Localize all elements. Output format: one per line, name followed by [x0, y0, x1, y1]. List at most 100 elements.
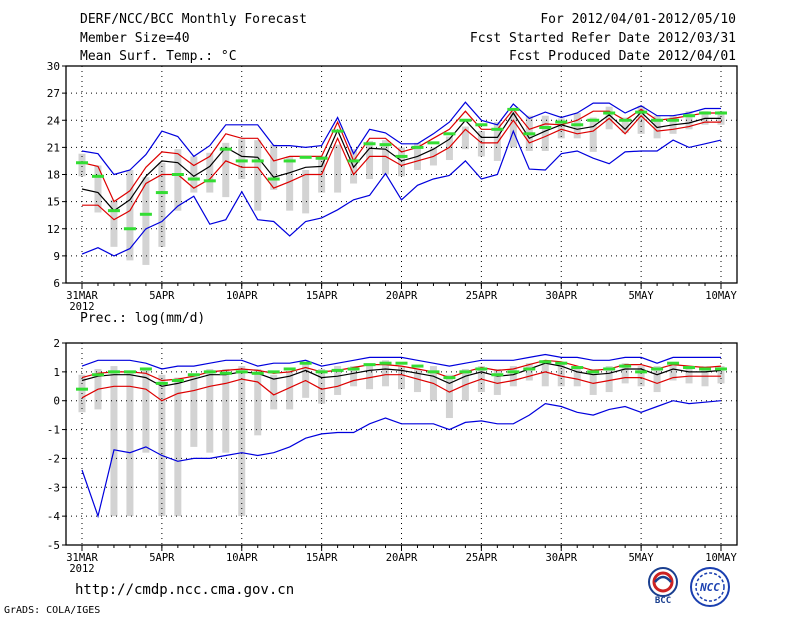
obs-marker [235, 370, 248, 374]
obs-marker [299, 361, 312, 365]
obs-marker [379, 361, 392, 365]
spread-box [206, 368, 214, 453]
spread-box [142, 368, 150, 453]
obs-marker [299, 155, 312, 159]
x-tick-label: 10MAY [705, 552, 737, 564]
spread-box [366, 141, 374, 180]
obs-marker [363, 363, 376, 367]
obs-marker [475, 367, 488, 371]
bcc-logo-text: BCC [655, 596, 671, 606]
spread-box [222, 368, 230, 453]
obs-marker [171, 379, 184, 383]
spread-box [366, 363, 374, 390]
obs-marker [107, 370, 120, 374]
spread-box [78, 153, 86, 177]
y-tick-label: 6 [53, 277, 60, 290]
obs-marker [667, 118, 680, 122]
obs-marker [699, 111, 712, 115]
obs-marker [683, 366, 696, 370]
obs-marker [491, 373, 504, 377]
spread-box [541, 360, 549, 387]
obs-marker [555, 361, 568, 365]
obs-marker [187, 373, 200, 377]
spread-box [669, 363, 677, 381]
obs-marker [651, 118, 664, 122]
obs-marker [107, 209, 120, 213]
x-tick-label: 15APR [306, 552, 338, 564]
y-tick-label: 30 [47, 60, 60, 73]
spread-box [382, 140, 390, 175]
spread-box [493, 122, 501, 161]
ncc-logo: NCC [690, 567, 730, 607]
y-tick-label: 0 [53, 395, 60, 408]
spread-box [398, 366, 405, 390]
spread-box [637, 366, 645, 387]
spread-box [286, 156, 294, 211]
y-tick-label: -4 [47, 510, 61, 523]
x-tick-label: 25APR [466, 552, 498, 564]
spread-box [685, 366, 693, 384]
obs-marker [523, 132, 536, 136]
x-tick-year-label: 2012 [69, 301, 94, 313]
spread-box [142, 177, 150, 265]
obs-marker [603, 111, 616, 115]
x-tick-label: 10MAY [705, 290, 737, 302]
source-url[interactable]: http://cmdp.ncc.cma.gov.cn [75, 582, 295, 598]
obs-marker [315, 370, 328, 374]
obs-marker [139, 212, 152, 216]
x-tick-label: 25APR [466, 290, 498, 302]
y-tick-label: -1 [47, 424, 60, 437]
spread-box [493, 368, 501, 395]
obs-marker [219, 371, 232, 375]
spread-box [413, 368, 421, 393]
obs-marker [283, 367, 296, 371]
obs-marker [219, 147, 232, 151]
spread-box [350, 366, 358, 387]
spread-box [525, 363, 533, 381]
obs-marker [251, 371, 264, 375]
obs-marker [683, 114, 696, 118]
fcst-produced-label: Fcst Produced Date 2012/04/01 [509, 49, 736, 64]
obs-marker [331, 129, 344, 133]
obs-marker [395, 361, 408, 365]
spread-box [126, 169, 134, 261]
y-tick-label: -5 [47, 539, 60, 552]
spread-box [270, 374, 278, 410]
obs-marker [699, 367, 712, 371]
obs-marker [651, 367, 664, 371]
obs-marker [715, 367, 727, 371]
precip-variable-label: Prec.: log(mm/d) [80, 311, 206, 326]
spread-box [334, 144, 342, 193]
obs-marker [667, 361, 680, 365]
spread-box [605, 366, 613, 393]
ncc-logo-text: NCC [699, 581, 720, 594]
obs-marker [139, 367, 152, 371]
obs-marker [619, 118, 632, 122]
spread-box [621, 117, 629, 133]
spread-box [158, 374, 166, 517]
obs-marker [76, 387, 88, 391]
obs-marker [91, 373, 104, 377]
spread-box [222, 142, 230, 198]
obs-marker [123, 227, 136, 231]
x-tick-label: 5MAY [628, 290, 654, 302]
spread-box [110, 199, 118, 247]
obs-marker [491, 127, 504, 131]
x-tick-label: 10APR [226, 290, 258, 302]
spread-box [445, 136, 453, 161]
spread-box [334, 366, 342, 395]
x-tick-label: 5MAY [628, 552, 654, 564]
obs-marker [347, 159, 360, 163]
obs-marker [267, 370, 280, 374]
obs-marker [347, 367, 360, 371]
obs-marker [459, 118, 472, 122]
spread-box [286, 371, 294, 410]
spread-box [174, 149, 182, 211]
obs-marker [331, 368, 344, 372]
obs-marker [315, 156, 328, 160]
series-line-min [81, 129, 722, 257]
spread-box [254, 368, 262, 436]
obs-marker [571, 366, 584, 370]
